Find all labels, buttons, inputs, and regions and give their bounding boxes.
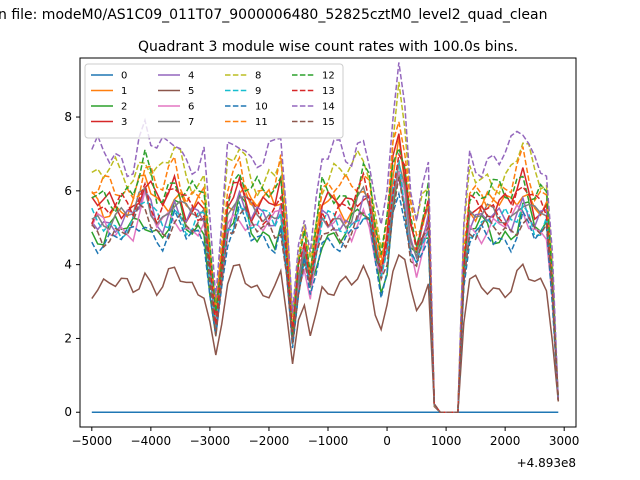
legend-label-11: 11	[255, 117, 268, 128]
series-line-8	[91, 81, 560, 413]
series-line-13	[91, 152, 560, 413]
y-tick-label: 2	[64, 331, 72, 345]
legend-label-5: 5	[188, 86, 194, 97]
x-tick-label: 0	[383, 434, 391, 448]
series-line-15	[91, 176, 560, 413]
x-tick-label: −5000	[72, 434, 113, 448]
y-tick-label: 8	[64, 110, 72, 124]
chart-title: Quadrant 3 module wise count rates with …	[138, 39, 518, 55]
x-tick-label: 2000	[490, 434, 521, 448]
figure-suptitle: n file: modeM0/AS1C09_011T07_9000006480_…	[0, 7, 547, 23]
series-line-7	[91, 162, 560, 413]
legend-label-9: 9	[255, 86, 261, 97]
y-tick-label: 4	[64, 258, 72, 272]
plot-area: −5000 −4000 −3000 −2000 −1000 0 1000 2000 3000 0…	[64, 57, 580, 470]
x-tick-label: −4000	[131, 434, 172, 448]
series-line-2	[91, 171, 560, 413]
x-tick-label: −1000	[308, 434, 349, 448]
y-axis-ticks: 0 2 4 6 8	[64, 110, 80, 419]
legend-label-4: 4	[188, 71, 194, 82]
legend-label-10: 10	[255, 102, 268, 113]
legend-label-8: 8	[255, 71, 261, 82]
legend-label-0: 0	[121, 71, 127, 82]
legend-label-6: 6	[188, 102, 194, 113]
legend-label-3: 3	[121, 117, 127, 128]
x-axis-offset-label: +4.893e8	[517, 456, 576, 470]
y-tick-label: 0	[64, 405, 72, 419]
legend-label-13: 13	[322, 86, 335, 97]
x-tick-label: 1000	[431, 434, 462, 448]
legend-label-1: 1	[121, 86, 127, 97]
series-layer	[91, 62, 560, 413]
series-line-5	[91, 253, 560, 413]
x-tick-label: −3000	[190, 434, 231, 448]
x-axis-ticks: −5000 −4000 −3000 −2000 −1000 0 1000 2000 3000	[72, 427, 580, 448]
legend-label-2: 2	[121, 102, 127, 113]
x-tick-label: 3000	[549, 434, 580, 448]
series-line-10	[91, 190, 560, 413]
legend-frame	[84, 63, 344, 139]
series-line-9	[91, 159, 560, 413]
legend-label-14: 14	[322, 102, 335, 113]
legend-label-15: 15	[322, 117, 335, 128]
series-line-11	[91, 121, 560, 413]
legend-label-12: 12	[322, 71, 335, 82]
x-tick-label: −2000	[249, 434, 290, 448]
series-line-14	[91, 62, 560, 413]
legend-label-7: 7	[188, 117, 194, 128]
y-tick-label: 6	[64, 184, 72, 198]
